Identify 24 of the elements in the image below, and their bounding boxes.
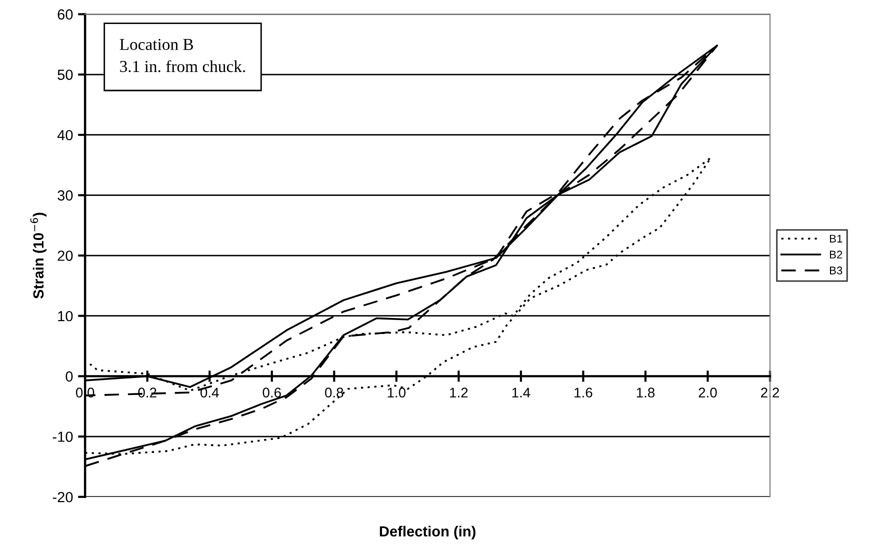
y-tick-label: 60 <box>58 9 73 20</box>
x-tick-label: 1.4 <box>512 388 530 398</box>
legend-label: B2 <box>830 250 842 258</box>
x-tick-label: 0.6 <box>262 388 281 398</box>
legend-label: B1 <box>830 234 842 242</box>
legend-label: B3 <box>830 266 842 274</box>
y-tick-label: 30 <box>58 190 73 201</box>
y-tick-label: 0 <box>66 371 73 382</box>
annotation: Location B 3.1 in. from chuck. <box>120 38 246 72</box>
y-tick-label: 20 <box>58 250 73 261</box>
x-tick-label: 1.8 <box>636 388 655 398</box>
x-tick-label: 2.0 <box>698 388 717 398</box>
y-tick-label: -10 <box>52 432 73 442</box>
y-tick-label: 40 <box>57 130 73 140</box>
x-axis-title: Deflection (in) <box>380 526 476 540</box>
x-tick-label: 1.2 <box>450 388 468 398</box>
y-axis-title: Strain (10$^{−6}$) <box>30 212 46 299</box>
y-tick-label: -20 <box>52 492 73 502</box>
y-tick-label: 50 <box>58 70 73 80</box>
y-tick-label: 10 <box>58 310 73 322</box>
x-tick-label: 1.6 <box>574 388 592 398</box>
x-tick-label: 0.8 <box>325 388 344 398</box>
x-tick-label: 2.2 <box>761 388 779 398</box>
x-tick-label: 1.0 <box>388 388 406 398</box>
